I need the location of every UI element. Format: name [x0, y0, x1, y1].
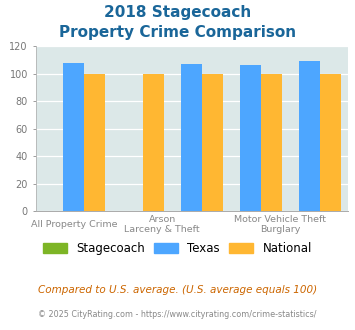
Text: 2018 Stagecoach: 2018 Stagecoach — [104, 5, 251, 20]
Bar — [64, 63, 84, 211]
Bar — [143, 74, 164, 211]
Bar — [181, 64, 202, 211]
Bar — [84, 74, 105, 211]
Text: © 2025 CityRating.com - https://www.cityrating.com/crime-statistics/: © 2025 CityRating.com - https://www.city… — [38, 310, 317, 319]
Text: All Property Crime: All Property Crime — [31, 220, 117, 229]
Bar — [299, 61, 320, 211]
Legend: Stagecoach, Texas, National: Stagecoach, Texas, National — [38, 237, 317, 260]
Bar — [202, 74, 223, 211]
Text: Motor Vehicle Theft: Motor Vehicle Theft — [234, 215, 326, 224]
Text: Property Crime Comparison: Property Crime Comparison — [59, 25, 296, 40]
Bar — [261, 74, 282, 211]
Text: Larceny & Theft: Larceny & Theft — [124, 225, 200, 234]
Bar — [240, 65, 261, 211]
Bar — [320, 74, 340, 211]
Text: Burglary: Burglary — [260, 225, 300, 234]
Text: Arson: Arson — [149, 215, 176, 224]
Text: Compared to U.S. average. (U.S. average equals 100): Compared to U.S. average. (U.S. average … — [38, 285, 317, 295]
